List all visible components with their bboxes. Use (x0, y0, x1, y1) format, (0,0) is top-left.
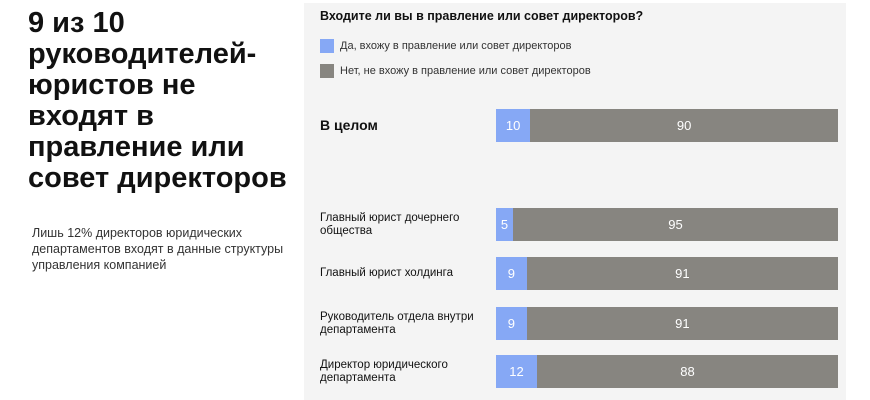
bar-segment-yes: 10 (496, 109, 531, 142)
bar: 12 88 (496, 355, 838, 388)
data-label-no: 91 (675, 266, 690, 281)
bar-segment-no: 88 (537, 355, 838, 388)
row-label: В целом (320, 117, 378, 133)
bar-segment-no: 91 (526, 257, 838, 290)
legend-swatch-yes (320, 39, 334, 53)
bar-segment-yes: 9 (496, 307, 527, 340)
data-label-yes: 10 (505, 118, 521, 133)
headline: 9 из 10 руководителей-юристов не входят … (28, 7, 287, 194)
data-label-yes: 12 (509, 364, 524, 379)
data-label-no: 95 (668, 217, 683, 232)
legend-item-yes: Да, вхожу в правление или совет директор… (320, 39, 571, 53)
bar: 9 91 (496, 307, 838, 340)
bar: 5 95 (496, 208, 838, 241)
bar: 9 91 (496, 257, 838, 290)
legend-label-yes: Да, вхожу в правление или совет директор… (340, 40, 572, 52)
legend-item-no: Нет, не вхожу в правление или совет дире… (320, 64, 591, 78)
data-label-yes: 9 (507, 266, 515, 281)
bar: 10 90 (496, 109, 838, 142)
row-label: Главный юрист дочернего общества (320, 211, 460, 237)
bar-segment-yes: 5 (496, 208, 514, 241)
bar-segment-yes: 9 (496, 257, 527, 290)
legend-swatch-no (320, 64, 334, 78)
data-label-no: 90 (676, 118, 692, 133)
row-label: Главный юрист холдинга (320, 267, 453, 279)
lead-text: Лишь 12% директоров юридических департам… (32, 226, 284, 272)
data-label-no: 88 (680, 364, 695, 379)
data-label-yes: 9 (507, 316, 515, 331)
row-label: Директор юридического департамента (320, 358, 448, 384)
bar-segment-no: 90 (530, 109, 838, 142)
data-label-yes: 5 (500, 217, 509, 232)
row-label: Руководитель отдела внутри департамента (320, 310, 474, 336)
bar-segment-no: 91 (526, 307, 838, 340)
legend-label-no: Нет, не вхожу в правление или совет дире… (340, 65, 591, 77)
bar-segment-no: 95 (513, 208, 838, 241)
chart-title: Входите ли вы в правление или совет дире… (320, 9, 644, 23)
bar-segment-yes: 12 (496, 355, 538, 388)
chart-panel: Входите ли вы в правление или совет дире… (304, 3, 846, 400)
data-label-no: 91 (675, 316, 690, 331)
